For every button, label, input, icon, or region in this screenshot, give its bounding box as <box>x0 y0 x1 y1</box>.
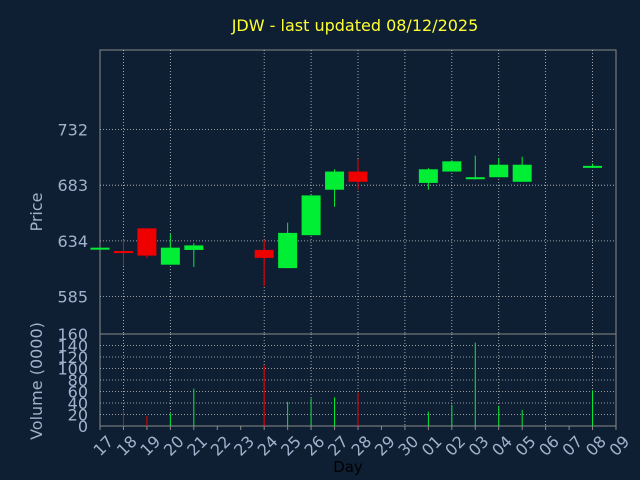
candle-body <box>184 245 204 250</box>
candle-body <box>278 232 298 269</box>
price-tick-label: 732 <box>57 121 88 140</box>
chart-text: 5856346837320204060801001201401601718192… <box>27 16 633 476</box>
volume-tick-label: 60 <box>68 383 88 402</box>
candle-body <box>583 165 603 168</box>
volume-axis-label: Volume (0000) <box>27 322 46 440</box>
candle-body <box>301 195 321 236</box>
volume-tick-label: 160 <box>57 325 88 344</box>
chart-title: JDW - last updated 08/12/2025 <box>231 16 479 35</box>
volume-tick-label: 100 <box>57 360 88 379</box>
volume-tick-label: 120 <box>57 348 88 367</box>
volume-tick-label: 40 <box>68 394 88 413</box>
candle-body <box>512 164 532 182</box>
price-tick-label: 585 <box>57 288 88 307</box>
x-tick-label: 09 <box>605 432 633 460</box>
grid-lines <box>100 50 616 426</box>
candle-body <box>489 164 509 178</box>
candle-body <box>254 249 274 258</box>
candle-body <box>113 251 133 254</box>
candle-body <box>137 228 157 256</box>
chart-marks <box>90 155 603 426</box>
price-tick-label: 634 <box>57 232 88 251</box>
price-tick-label: 683 <box>57 176 88 195</box>
volume-tick-label: 80 <box>68 371 88 390</box>
x-axis-label: Day <box>333 458 363 476</box>
candle-body <box>325 171 345 190</box>
candle-body <box>90 247 110 250</box>
candle-body <box>348 171 368 182</box>
price-axis-label: Price <box>27 192 46 231</box>
candle-body <box>465 177 485 180</box>
candle-body <box>442 161 462 172</box>
candle-body <box>160 247 180 265</box>
candle-body <box>418 169 438 183</box>
volume-tick-label: 20 <box>68 406 88 425</box>
volume-tick-label: 140 <box>57 337 88 356</box>
volume-tick-label: 0 <box>78 417 88 436</box>
